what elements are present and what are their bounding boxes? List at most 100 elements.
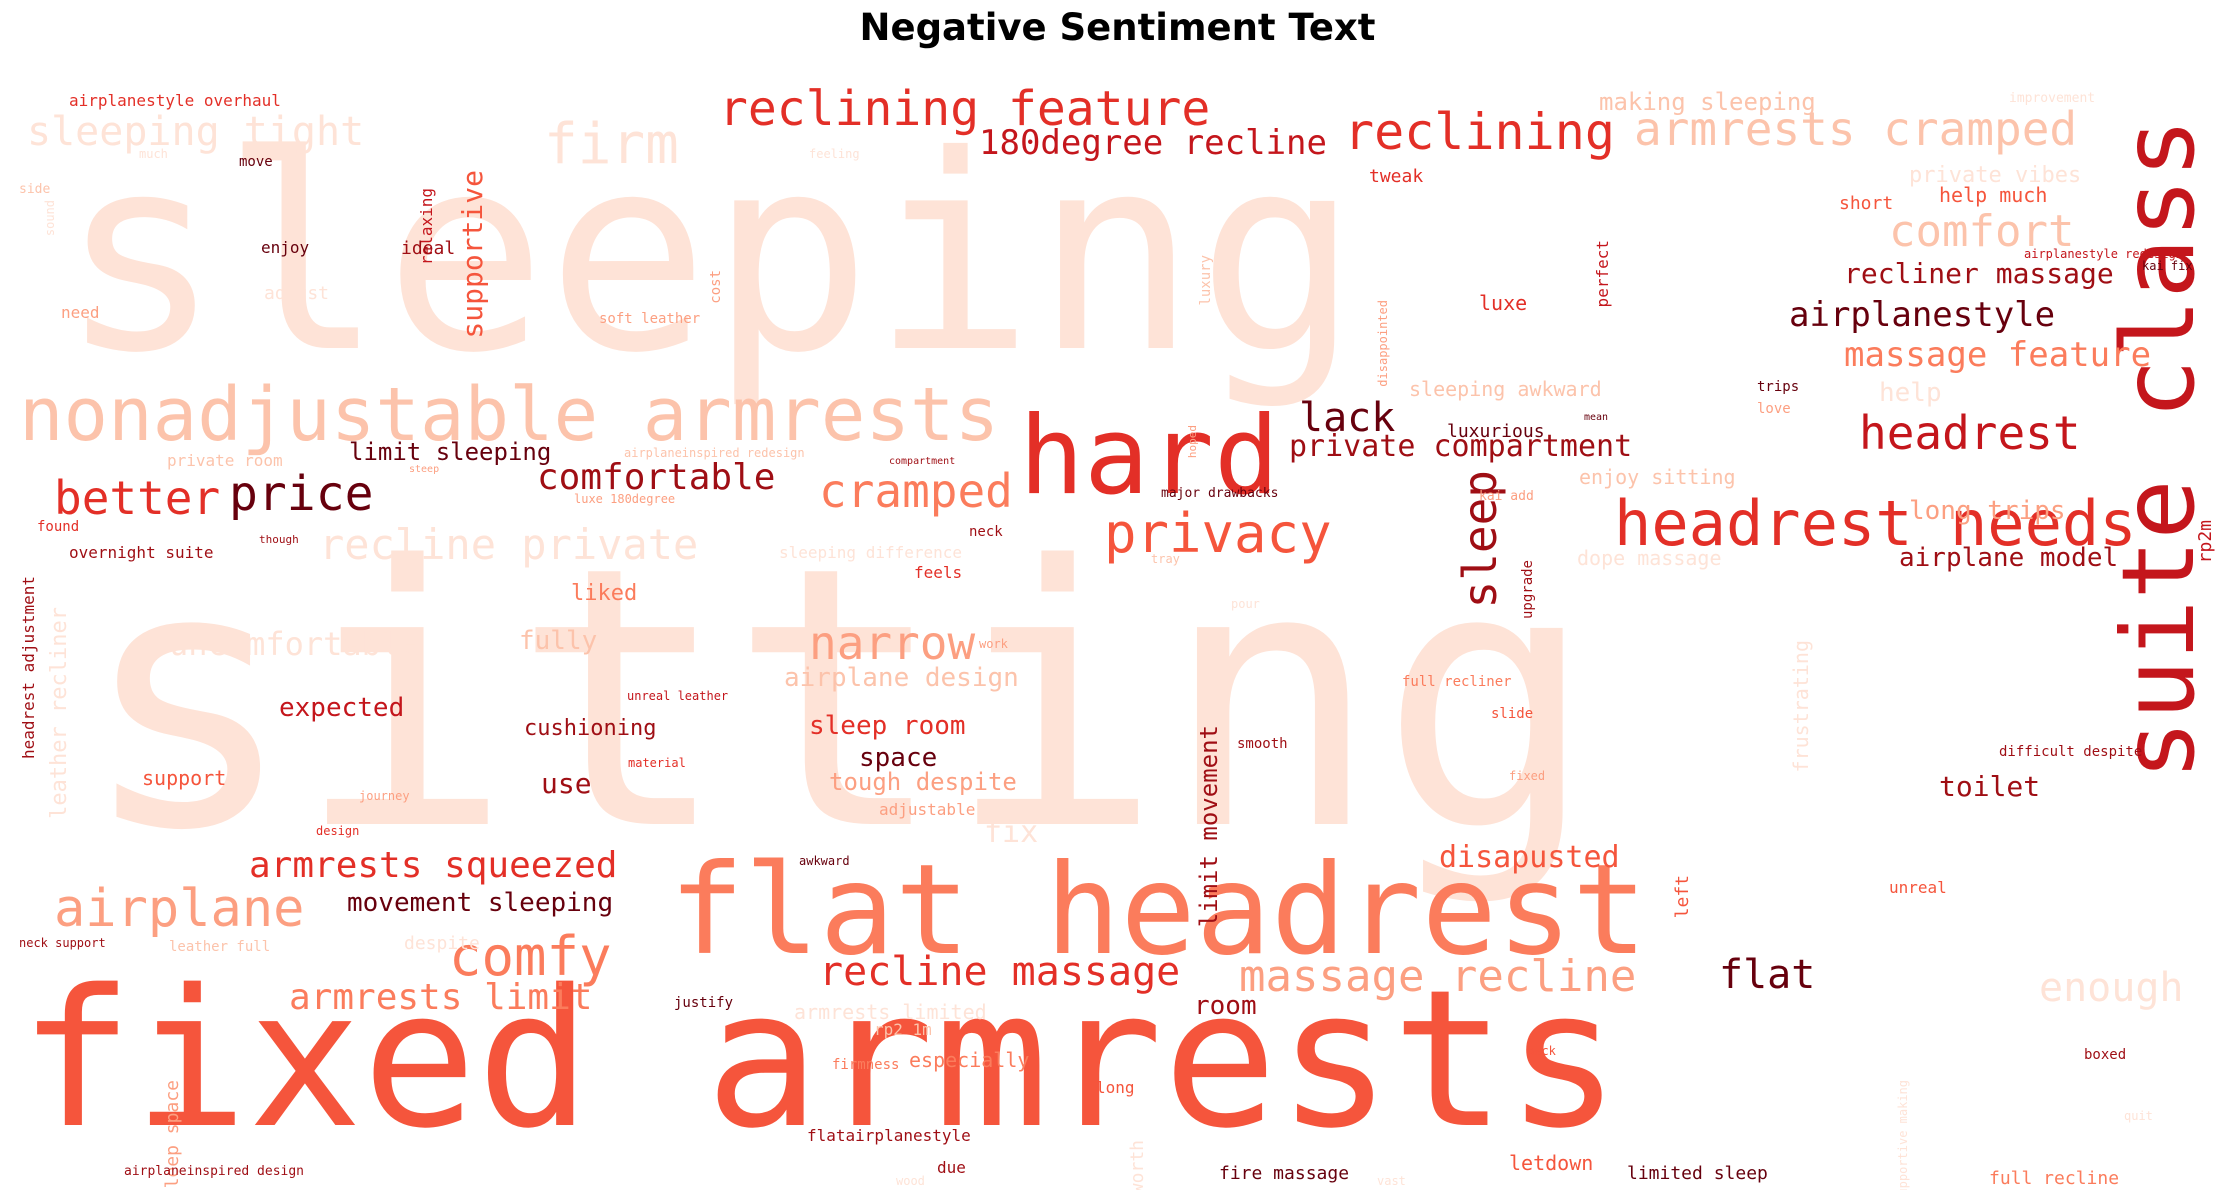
cloud-word: fully	[519, 626, 598, 656]
cloud-word: massage recline	[1239, 951, 1637, 1002]
cloud-word: tray	[1151, 552, 1180, 566]
cloud-word: difficult despite	[1999, 744, 2143, 760]
cloud-word: fix	[984, 815, 1039, 850]
cloud-word: slide	[1491, 706, 1534, 722]
cloud-word: massage feature	[1844, 335, 2152, 375]
cloud-word: full recliner	[1402, 674, 1512, 690]
cloud-word: short	[1839, 193, 1894, 214]
cloud-word: cramped	[819, 464, 1013, 518]
cloud-word: comfortable	[537, 457, 776, 498]
cloud-word: room	[1194, 991, 1257, 1021]
cloud-word: feeling	[809, 147, 860, 161]
cloud-word: airplanestyle	[1789, 295, 2056, 335]
cloud-word: making sleeping	[1599, 88, 1816, 116]
cloud-word: long trips	[1909, 496, 2066, 526]
cloud-word: neck	[969, 524, 1003, 540]
cloud-word: supportive	[456, 170, 489, 339]
cloud-word: leather recliner	[47, 607, 72, 819]
cloud-word: kai add	[1479, 489, 1534, 504]
cloud-word: sitting	[79, 490, 1597, 909]
cloud-word: armrests limited	[794, 1000, 987, 1024]
cloud-word: tough despite	[829, 768, 1017, 796]
cloud-word: perfect	[1593, 240, 1612, 308]
cloud-word: hard	[1019, 394, 1280, 519]
cloud-word: sleep room	[809, 711, 966, 741]
cloud-word: use	[541, 767, 592, 800]
cloud-word: private vibes	[1909, 163, 2082, 188]
cloud-word: recline massage	[819, 949, 1181, 995]
cloud-word: rp2 1m	[874, 1020, 932, 1039]
cloud-word: help much	[1939, 183, 2048, 207]
cloud-word: support	[142, 766, 227, 790]
cloud-word: feels	[914, 563, 963, 582]
cloud-word: armrests cramped	[1634, 102, 2078, 156]
cloud-word: recline private	[319, 520, 699, 569]
cloud-word: toilet	[1939, 770, 2041, 803]
cloud-word: airplaneinspired redesign	[624, 446, 805, 460]
cloud-word: help	[1879, 378, 1942, 408]
cloud-word: unreal	[1889, 878, 1947, 897]
cloud-word: limit sleeping	[349, 438, 552, 466]
cloud-word: pour	[1231, 597, 1260, 611]
cloud-word: quit	[2124, 1109, 2153, 1123]
cloud-word: upgrade	[1520, 560, 1536, 620]
cloud-word: luxe 180degree	[574, 492, 676, 506]
word-cloud: sitting sleeping fixed armrests flat headre…	[19, 80, 2216, 1190]
cloud-word: armrests squeezed	[249, 845, 618, 886]
cloud-word: sleeping difference	[779, 543, 963, 562]
cloud-word: flat	[1719, 952, 1816, 998]
cloud-word: airplane	[54, 879, 305, 939]
cloud-word: nonadjustable armrests	[19, 372, 1000, 458]
chart-title: Negative Sentiment Text	[859, 6, 1376, 49]
cloud-word: work	[979, 637, 1008, 651]
cloud-word: airplane model	[1899, 543, 2119, 573]
cloud-word: airplanestyle overhaul	[69, 91, 281, 110]
cloud-word: frustrating	[1789, 640, 1813, 773]
cloud-word: major drawbacks	[1161, 486, 1279, 501]
cloud-word: movement sleeping	[347, 888, 614, 918]
cloud-word: back	[1527, 1044, 1556, 1058]
cloud-word: worth	[1127, 1140, 1148, 1190]
cloud-word: neck support	[19, 936, 106, 950]
cloud-word: limit movement	[1195, 725, 1223, 928]
cloud-word: privacy	[1104, 502, 1332, 565]
cloud-word: fixed	[1509, 769, 1546, 783]
cloud-word: design	[316, 824, 360, 838]
cloud-word: despite	[404, 933, 480, 954]
cloud-word: side	[19, 182, 51, 197]
cloud-word: airplane design	[784, 663, 1019, 693]
cloud-word: fixed armrests	[19, 949, 1621, 1170]
cloud-word: luxe	[1479, 291, 1528, 315]
cloud-word: enjoy sitting	[1579, 465, 1736, 489]
cloud-word: tweak	[1369, 166, 1424, 187]
cloud-word: letdown	[1509, 1151, 1594, 1175]
cloud-word: wood	[896, 1174, 925, 1188]
cloud-word: comfy	[449, 925, 612, 988]
cloud-word: rp2m	[2195, 520, 2216, 564]
cloud-word: overnight suite	[69, 543, 214, 562]
cloud-word: left	[1672, 875, 1693, 919]
cloud-word: headrest	[1859, 406, 2081, 460]
cloud-word: expected	[279, 693, 405, 723]
cloud-word: airplaneinspired design	[124, 1164, 305, 1179]
cloud-word: airplanestyle redesign	[2024, 247, 2183, 261]
cloud-word: soft leather	[599, 311, 701, 327]
cloud-word: found	[37, 519, 80, 535]
cloud-word: compartment	[889, 456, 956, 467]
cloud-word: private room	[167, 451, 283, 470]
cloud-word: space	[859, 743, 938, 773]
cloud-word: supportive making	[1896, 1080, 1910, 1190]
cloud-word: comfort	[1889, 206, 2075, 257]
cloud-word: headrest adjustment	[19, 576, 38, 760]
cloud-word: flatairplanestyle	[807, 1126, 971, 1145]
cloud-word: flat headrest	[669, 838, 1648, 983]
cloud-word: sleeping tight	[27, 109, 365, 155]
cloud-word: armrests limit	[289, 977, 593, 1018]
cloud-word: steep	[409, 464, 440, 475]
cloud-word: hoped	[1186, 425, 1199, 459]
cloud-word: enough	[2039, 965, 2184, 1011]
cloud-word: luxury	[1198, 255, 1214, 306]
cloud-word: firm	[544, 112, 679, 177]
cloud-word: boxed	[2084, 1047, 2127, 1063]
cloud-word: recliner massage	[1844, 257, 2114, 290]
